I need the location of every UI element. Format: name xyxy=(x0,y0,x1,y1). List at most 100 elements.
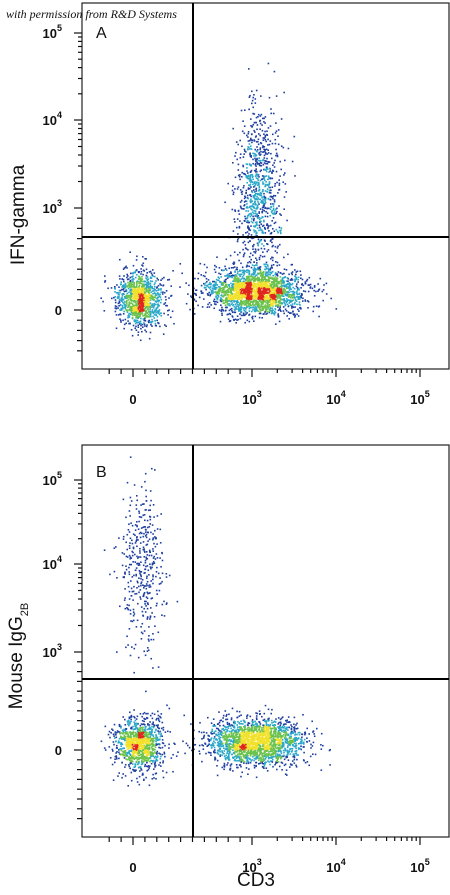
event-point xyxy=(249,171,252,173)
event-point xyxy=(284,276,286,278)
event-point xyxy=(138,294,141,296)
event-point xyxy=(250,290,253,292)
event-point xyxy=(155,738,157,741)
event-point xyxy=(119,313,121,315)
event-point xyxy=(258,212,260,214)
event-point xyxy=(146,769,148,772)
event-point xyxy=(267,144,269,146)
event-point xyxy=(274,132,277,134)
event-point xyxy=(237,303,239,306)
event-point xyxy=(254,303,257,306)
event-point xyxy=(146,295,149,298)
event-point xyxy=(266,166,268,168)
event-point xyxy=(263,162,266,164)
event-point xyxy=(248,280,250,283)
event-point xyxy=(150,323,152,326)
event-point xyxy=(251,139,253,141)
event-point xyxy=(260,278,263,281)
event-point xyxy=(135,718,138,720)
event-point xyxy=(128,282,131,285)
event-point xyxy=(266,291,268,293)
event-point xyxy=(249,240,251,242)
event-point xyxy=(254,315,257,318)
event-point xyxy=(228,294,230,296)
event-point xyxy=(249,284,251,286)
event-point xyxy=(139,339,142,342)
event-point xyxy=(206,284,208,287)
event-point xyxy=(274,210,276,212)
event-point xyxy=(243,282,245,285)
event-point xyxy=(268,281,270,284)
event-point xyxy=(237,143,239,146)
event-point xyxy=(260,95,262,97)
event-point xyxy=(254,283,257,285)
event-point xyxy=(295,300,298,302)
event-point xyxy=(282,181,284,183)
event-point xyxy=(279,304,282,307)
event-point xyxy=(135,291,138,293)
event-point xyxy=(242,165,245,168)
event-point xyxy=(228,309,231,312)
event-point xyxy=(135,286,138,289)
event-point xyxy=(244,195,246,197)
event-point xyxy=(287,282,289,285)
event-point xyxy=(156,277,158,280)
event-point xyxy=(158,293,160,296)
event-point xyxy=(234,188,236,190)
event-point xyxy=(264,275,266,278)
event-point xyxy=(134,309,137,312)
event-point xyxy=(257,243,259,245)
event-point xyxy=(172,270,174,272)
event-point xyxy=(128,305,130,307)
event-point xyxy=(272,112,275,115)
event-point xyxy=(231,311,234,314)
event-point xyxy=(138,758,140,761)
event-point xyxy=(247,140,250,142)
event-point xyxy=(284,308,287,311)
event-point xyxy=(136,255,138,258)
event-point xyxy=(172,770,174,773)
event-point xyxy=(278,293,281,296)
event-point xyxy=(153,314,156,316)
event-point xyxy=(136,302,139,304)
event-point xyxy=(155,758,158,761)
event-point xyxy=(275,298,278,301)
event-point xyxy=(253,265,256,267)
event-point xyxy=(233,285,236,288)
event-point xyxy=(127,785,129,787)
event-point xyxy=(222,283,225,285)
event-point xyxy=(270,286,273,289)
event-point xyxy=(273,279,275,281)
event-point xyxy=(270,203,272,205)
event-point xyxy=(252,271,255,273)
event-point xyxy=(116,291,119,294)
event-point xyxy=(270,189,272,192)
event-point xyxy=(257,184,259,186)
event-point xyxy=(144,318,146,320)
event-point xyxy=(269,224,272,227)
event-point xyxy=(255,154,258,156)
event-point xyxy=(250,275,252,278)
event-point xyxy=(277,306,279,308)
event-point xyxy=(261,302,264,305)
event-point xyxy=(233,218,236,220)
event-point xyxy=(292,313,294,315)
event-point xyxy=(278,290,281,292)
event-point xyxy=(269,299,271,302)
event-point xyxy=(239,251,241,254)
event-point xyxy=(126,297,129,299)
event-point xyxy=(121,761,123,764)
event-point xyxy=(264,150,266,152)
event-point xyxy=(260,164,263,167)
event-point xyxy=(236,305,238,307)
event-point xyxy=(254,215,257,217)
event-point xyxy=(160,734,162,736)
event-point xyxy=(123,747,126,750)
event-point xyxy=(149,282,152,285)
event-point xyxy=(248,221,251,224)
event-point xyxy=(208,287,211,289)
event-point xyxy=(142,280,144,283)
event-point xyxy=(292,299,295,301)
event-point xyxy=(275,152,278,155)
event-point xyxy=(259,309,262,311)
